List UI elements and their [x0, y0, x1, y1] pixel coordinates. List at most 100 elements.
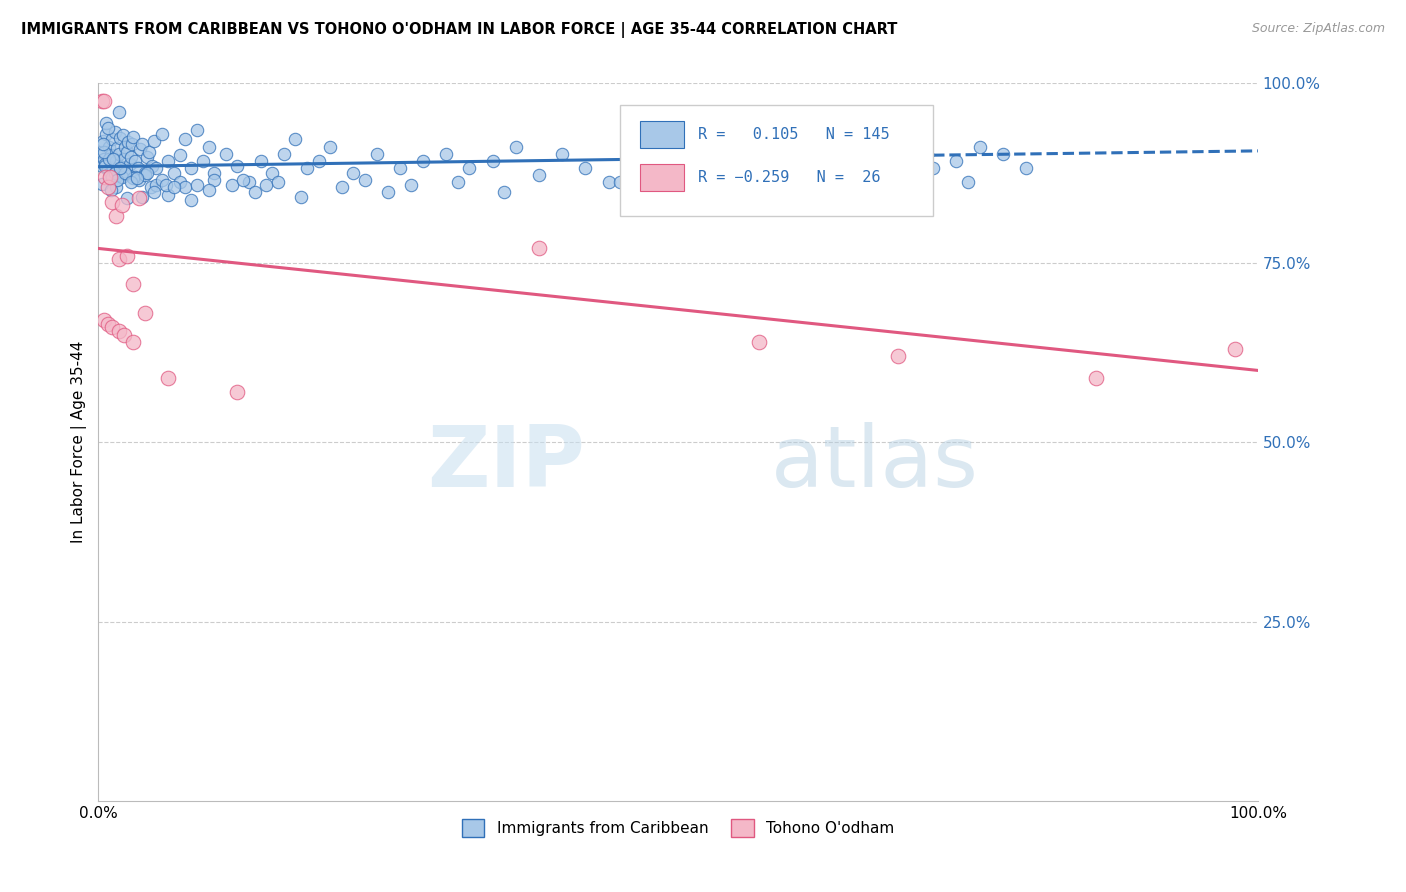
Point — [249, 153, 271, 168]
Point — [90, 145, 112, 159]
Point — [91, 137, 114, 152]
Point — [108, 252, 131, 267]
Point — [97, 139, 120, 153]
Point — [104, 209, 127, 223]
Point — [103, 125, 125, 139]
Y-axis label: In Labor Force | Age 35-44: In Labor Force | Age 35-44 — [72, 341, 87, 543]
Point — [90, 95, 112, 109]
Point — [94, 159, 117, 173]
Point — [830, 153, 852, 168]
Point — [94, 169, 117, 184]
Point — [124, 153, 146, 168]
Point — [876, 166, 898, 180]
Point — [101, 132, 124, 146]
Point — [551, 146, 574, 161]
Point — [105, 141, 128, 155]
Point — [644, 139, 666, 153]
Point — [120, 150, 142, 164]
Point — [527, 168, 550, 182]
Point — [574, 161, 596, 175]
Point — [101, 320, 124, 334]
Point — [262, 166, 284, 180]
Point — [100, 148, 122, 162]
Point — [163, 180, 186, 194]
Point — [103, 166, 125, 180]
Text: Source: ZipAtlas.com: Source: ZipAtlas.com — [1251, 22, 1385, 36]
Point — [956, 176, 979, 190]
Point — [505, 139, 527, 153]
Point — [1084, 370, 1107, 384]
Point — [134, 166, 156, 180]
Point — [110, 198, 132, 212]
Point — [89, 155, 111, 169]
Point — [117, 135, 139, 149]
Point — [110, 169, 132, 184]
Legend: Immigrants from Caribbean, Tohono O'odham: Immigrants from Caribbean, Tohono O'odha… — [456, 813, 901, 844]
Point — [112, 164, 135, 178]
Point — [93, 313, 115, 327]
Point — [366, 146, 388, 161]
Point — [108, 105, 131, 120]
Point — [852, 139, 875, 153]
Point — [141, 159, 163, 173]
Point — [163, 166, 186, 180]
Text: IMMIGRANTS FROM CARIBBEAN VS TOHONO O'ODHAM IN LABOR FORCE | AGE 35-44 CORRELATI: IMMIGRANTS FROM CARIBBEAN VS TOHONO O'OD… — [21, 22, 897, 38]
Point — [267, 176, 290, 190]
Point — [202, 166, 225, 180]
Point — [783, 146, 806, 161]
Point — [898, 146, 921, 161]
Point — [481, 153, 503, 168]
Point — [134, 306, 156, 320]
Point — [169, 176, 191, 190]
Point — [186, 178, 208, 193]
Point — [197, 139, 219, 153]
Point — [97, 120, 120, 135]
Point — [90, 159, 112, 173]
Point — [186, 123, 208, 137]
Point — [127, 161, 149, 175]
Point — [117, 249, 139, 263]
Point — [174, 180, 197, 194]
Point — [991, 146, 1014, 161]
Point — [129, 143, 152, 157]
Point — [97, 317, 120, 331]
FancyBboxPatch shape — [620, 105, 934, 216]
Text: atlas: atlas — [770, 422, 979, 505]
Point — [1223, 342, 1246, 356]
Point — [887, 349, 910, 363]
Point — [94, 157, 117, 171]
Point — [527, 242, 550, 256]
Point — [174, 132, 197, 146]
Point — [136, 166, 159, 180]
Point — [290, 190, 312, 204]
Point — [97, 162, 120, 177]
Point — [128, 191, 150, 205]
Point — [105, 173, 128, 187]
Point — [131, 137, 153, 152]
Point — [97, 180, 120, 194]
Point — [122, 277, 145, 292]
Point — [226, 159, 249, 173]
Point — [107, 168, 129, 182]
Point — [609, 176, 631, 190]
Point — [191, 153, 214, 168]
Point — [180, 161, 202, 175]
Point — [145, 178, 167, 193]
Point — [922, 161, 945, 175]
Point — [122, 334, 145, 349]
Point — [101, 169, 124, 184]
Point — [110, 160, 132, 174]
Point — [115, 167, 138, 181]
Point — [215, 146, 238, 161]
Point — [945, 153, 967, 168]
Point — [108, 146, 131, 161]
Point — [598, 176, 620, 190]
Point — [112, 153, 135, 167]
Point — [98, 166, 121, 180]
Point — [136, 150, 159, 164]
Point — [620, 153, 643, 168]
Point — [169, 148, 191, 162]
Point — [138, 145, 160, 159]
Point — [103, 161, 125, 175]
Point — [101, 194, 124, 209]
